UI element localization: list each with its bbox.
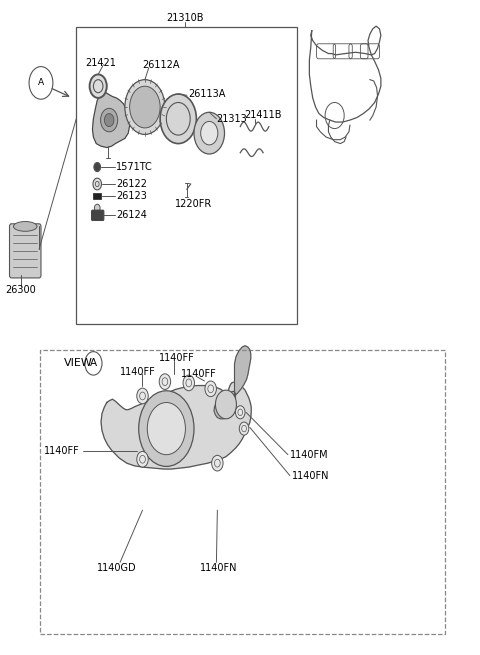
Text: 1140FF: 1140FF [120, 367, 156, 377]
Text: 21310B: 21310B [167, 12, 204, 23]
Circle shape [130, 86, 160, 128]
Circle shape [125, 80, 165, 134]
Polygon shape [235, 346, 251, 396]
Text: 26300: 26300 [6, 286, 36, 295]
Polygon shape [93, 92, 130, 147]
Circle shape [236, 405, 245, 419]
Text: 21313: 21313 [216, 114, 247, 124]
Text: 26112A: 26112A [143, 60, 180, 69]
Text: A: A [38, 79, 44, 87]
Text: 1220FR: 1220FR [175, 198, 212, 208]
Text: 1140FN: 1140FN [200, 563, 237, 572]
Circle shape [137, 451, 148, 467]
Text: 1140FF: 1140FF [44, 447, 80, 457]
Circle shape [240, 422, 249, 435]
Text: 1140FN: 1140FN [292, 470, 329, 481]
Polygon shape [101, 383, 251, 469]
Circle shape [183, 375, 194, 391]
Polygon shape [214, 392, 236, 419]
FancyBboxPatch shape [10, 224, 41, 278]
Circle shape [160, 94, 196, 143]
Text: 26122: 26122 [116, 179, 147, 189]
Circle shape [201, 121, 218, 145]
Circle shape [216, 390, 237, 419]
FancyBboxPatch shape [92, 210, 104, 221]
Circle shape [95, 211, 101, 220]
Bar [94, 193, 101, 199]
Text: VIEW: VIEW [64, 358, 93, 368]
Circle shape [104, 113, 114, 126]
Circle shape [139, 391, 194, 466]
Text: 21411B: 21411B [244, 110, 282, 120]
Circle shape [147, 403, 185, 455]
Bar [40, 350, 445, 634]
Text: 1571TC: 1571TC [116, 162, 153, 172]
Text: 26124: 26124 [116, 210, 147, 220]
Circle shape [194, 112, 225, 154]
Text: 1140FM: 1140FM [290, 450, 329, 460]
Text: 26123: 26123 [116, 191, 147, 201]
Text: 21421: 21421 [85, 58, 116, 67]
Text: 1140FF: 1140FF [180, 369, 216, 379]
Text: 1140GD: 1140GD [97, 563, 137, 572]
Bar [76, 28, 298, 324]
Text: A: A [90, 358, 97, 368]
Circle shape [95, 204, 100, 212]
Circle shape [90, 75, 107, 98]
Ellipse shape [13, 221, 37, 231]
Circle shape [101, 108, 118, 132]
Text: 26113A: 26113A [188, 89, 225, 99]
Circle shape [205, 381, 216, 397]
Circle shape [159, 374, 171, 390]
Circle shape [94, 162, 101, 172]
Circle shape [212, 455, 223, 471]
Circle shape [93, 178, 101, 190]
Text: 1140FF: 1140FF [159, 353, 195, 363]
Circle shape [137, 388, 148, 404]
